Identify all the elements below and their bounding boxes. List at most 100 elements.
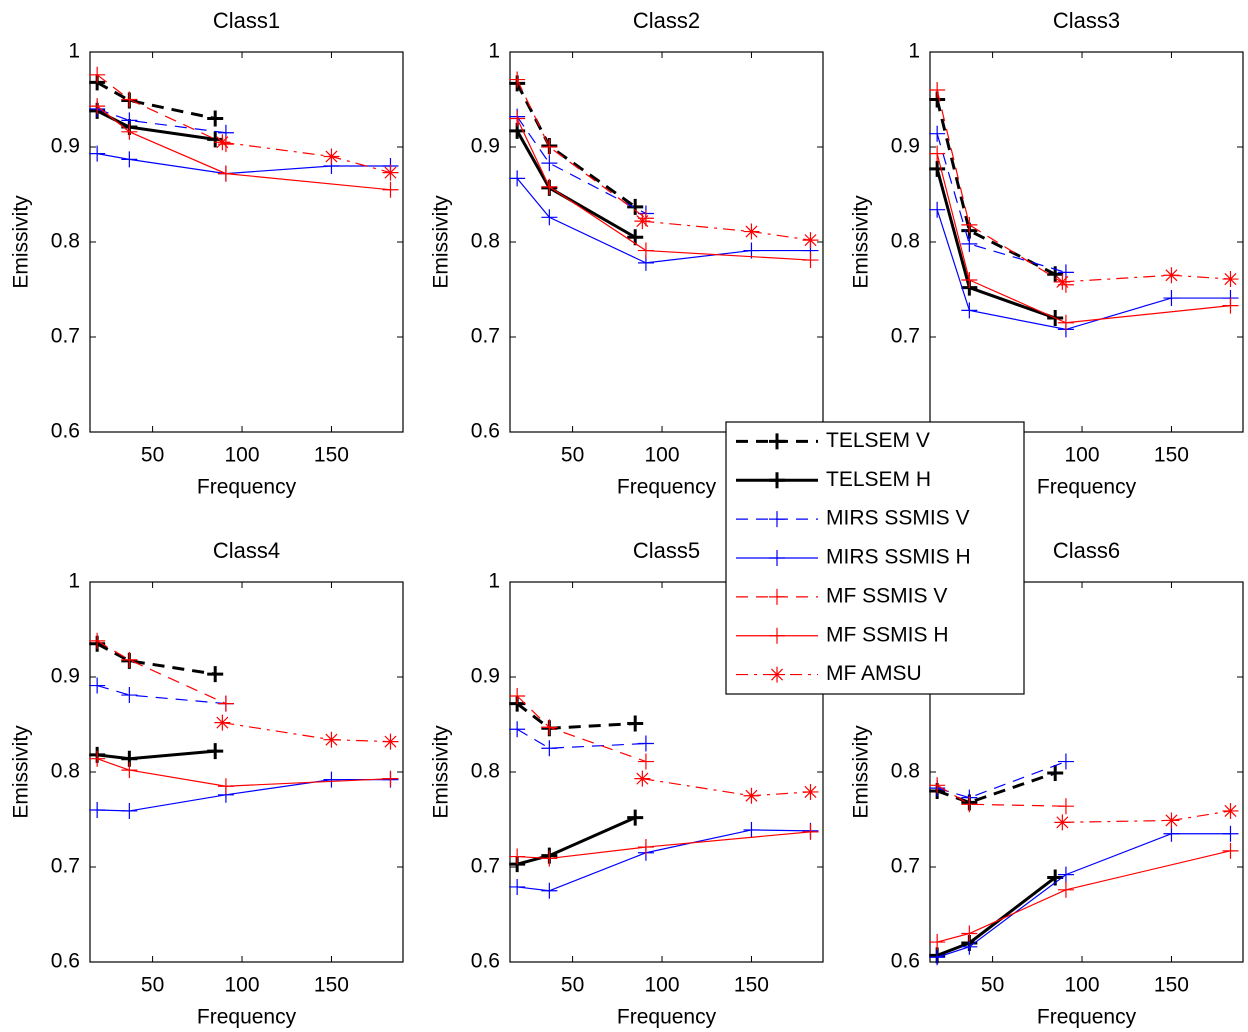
x-tick-label: 150 — [1154, 974, 1189, 997]
y-tick-label: 0.6 — [891, 950, 920, 973]
data-point — [89, 677, 106, 694]
y-tick-label: 0.8 — [891, 230, 920, 253]
data-point — [541, 155, 558, 172]
legend-label: TELSEM V — [826, 429, 930, 452]
legend-marker — [769, 666, 785, 683]
x-tick-label: 150 — [734, 974, 769, 997]
x-axis-label: Frequency — [197, 476, 297, 499]
data-point — [541, 178, 558, 195]
series-line — [516, 79, 647, 219]
y-axis-label: Emissivity — [10, 725, 33, 819]
data-point — [121, 651, 138, 668]
data-point — [89, 750, 106, 767]
subplot: Class5 Frequency Emissivity 50 100 150 0.6 0.7 0… — [430, 538, 824, 1029]
data-point — [1057, 314, 1074, 331]
y-tick-label: 1 — [488, 40, 500, 63]
legend-label: MF SSMIS V — [826, 584, 947, 607]
y-axis-label: Emissivity — [850, 725, 873, 819]
data-point — [802, 232, 819, 249]
subplot-title: Class4 — [213, 538, 280, 563]
y-tick-label: 0.7 — [891, 325, 920, 348]
data-point — [89, 632, 106, 649]
series-line — [517, 831, 811, 860]
data-point — [541, 740, 558, 757]
data-point — [217, 695, 234, 712]
series-line — [935, 99, 1056, 276]
y-tick-label: 0.9 — [471, 135, 500, 158]
series-line — [936, 771, 1056, 804]
subplot-title: Class3 — [1053, 8, 1120, 33]
data-point — [961, 235, 978, 252]
data-point — [637, 735, 654, 752]
data-point — [89, 66, 106, 83]
data-point — [323, 148, 340, 165]
data-point — [929, 82, 946, 98]
data-point — [509, 170, 526, 187]
legend-marker — [769, 588, 785, 605]
data-point — [89, 145, 106, 162]
data-point — [743, 223, 760, 240]
series-line — [96, 684, 226, 705]
data-point — [509, 848, 526, 865]
x-tick-label: 100 — [225, 444, 260, 467]
legend-marker — [769, 550, 785, 566]
data-point — [743, 821, 760, 838]
series-line — [516, 118, 811, 261]
series-line — [936, 89, 1067, 286]
data-point — [1222, 802, 1239, 819]
data-point — [89, 802, 106, 818]
x-tick-label: 100 — [645, 444, 680, 467]
data-point — [382, 181, 399, 198]
y-tick-label: 1 — [68, 40, 80, 63]
y-tick-label: 0.7 — [891, 855, 920, 878]
subplot: Class2FrequencyEmissivity501001500.60.70… — [430, 8, 824, 499]
data-point — [217, 165, 234, 182]
x-tick-label: 150 — [314, 444, 349, 467]
data-point — [121, 687, 138, 704]
y-tick-label: 0.7 — [51, 855, 80, 878]
y-tick-label: 0.7 — [471, 325, 500, 348]
y-axis-label: Emissivity — [850, 195, 873, 289]
x-axis-label: Frequency — [197, 1006, 297, 1029]
data-point — [207, 666, 224, 683]
data-point — [627, 715, 644, 732]
legend: TELSEM V TELSEM H MIRS SSMIS V MIRS SSMIS H… — [725, 421, 1025, 695]
data-point — [743, 787, 760, 804]
subplot-title: Class2 — [633, 8, 700, 33]
subplot-title: Class1 — [213, 8, 280, 33]
data-point — [961, 925, 978, 942]
y-tick-label: 0.8 — [471, 760, 500, 783]
y-tick-label: 0.6 — [51, 950, 80, 973]
data-point — [541, 139, 558, 155]
x-tick-label: 50 — [561, 444, 584, 467]
x-axis-label: Frequency — [1037, 1006, 1137, 1029]
y-tick-label: 0.6 — [51, 420, 80, 443]
data-point — [214, 714, 231, 731]
data-point — [1057, 798, 1074, 815]
legend-marker — [769, 511, 785, 528]
data-point — [1163, 267, 1180, 284]
data-point — [1057, 753, 1074, 770]
x-tick-label: 150 — [1154, 444, 1189, 467]
series-line — [936, 133, 1067, 273]
legend-marker — [769, 433, 785, 450]
subplot-title: Class5 — [633, 538, 700, 563]
data-point — [121, 151, 138, 168]
x-axis-label: Frequency — [617, 1006, 717, 1029]
data-point — [541, 882, 558, 899]
data-point — [382, 770, 399, 787]
y-tick-label: 0.7 — [471, 855, 500, 878]
y-tick-label: 1 — [488, 570, 500, 593]
y-tick-label: 0.9 — [51, 135, 80, 158]
data-point — [1163, 290, 1180, 307]
data-point — [1054, 273, 1071, 290]
x-tick-label: 100 — [1065, 974, 1100, 997]
data-point — [929, 934, 946, 951]
data-point — [217, 778, 234, 795]
plot-area — [509, 51, 824, 433]
series-line — [96, 105, 391, 191]
data-point — [207, 110, 224, 127]
plot-area — [89, 581, 404, 963]
data-point — [323, 771, 340, 788]
data-point — [382, 733, 399, 750]
